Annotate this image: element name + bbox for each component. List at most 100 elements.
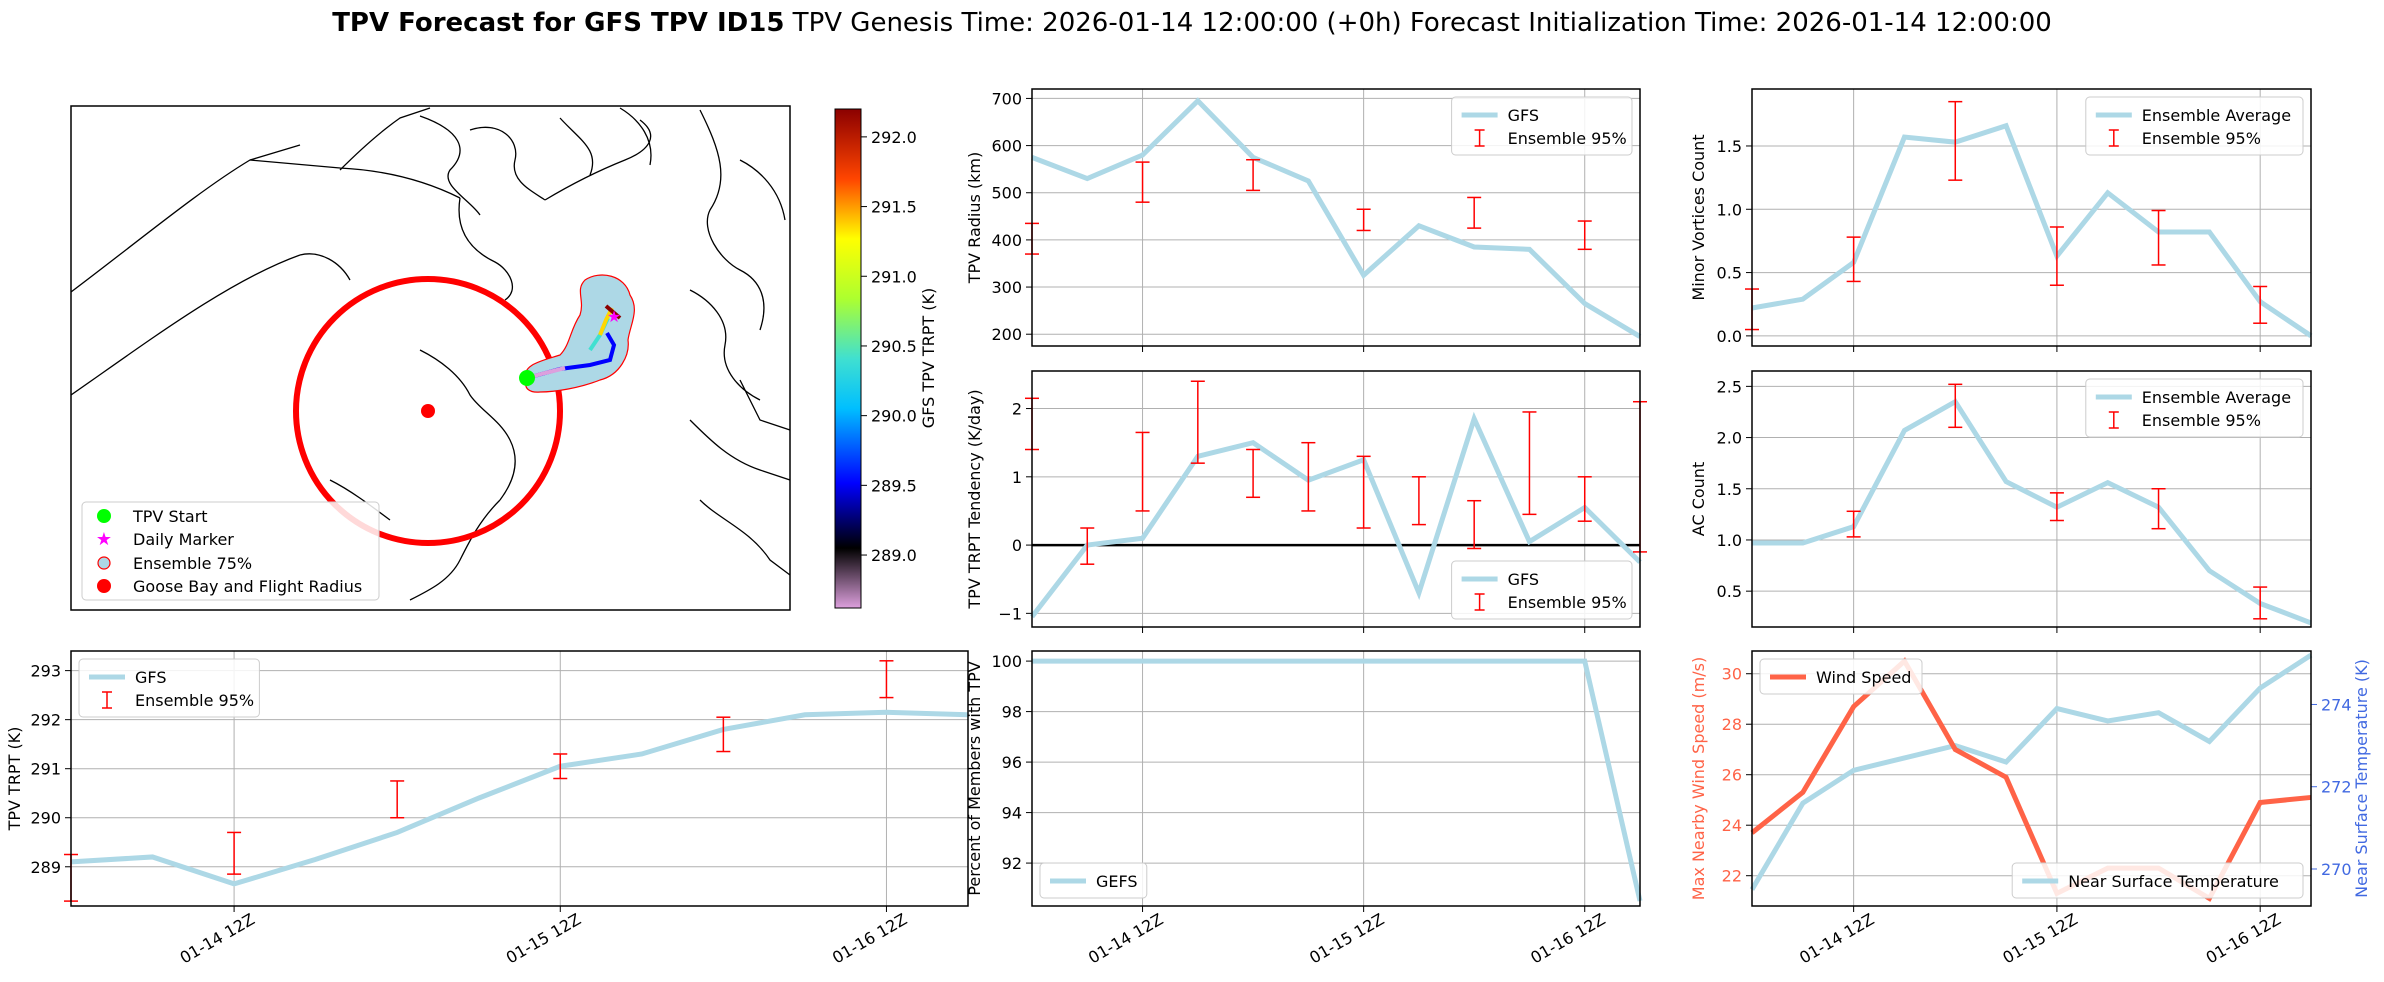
minor-ytick-label-3: 1.5 [1717,137,1742,156]
minor-legend-label-1: Ensemble 95% [2142,129,2261,148]
tendency-ylabel: TPV TRPT Tendency (K/day) [965,389,984,609]
map-panel: ★ TPV Start ★ Daily Marker Ensemble 75% … [70,105,938,611]
radius-series-line [1031,97,1642,339]
ac-series-line [1752,398,2312,626]
wind-ytick-label-2: 26 [1722,766,1742,785]
tendency-frame [1031,370,1641,628]
trpt-ylabel: TPV TRPT (K) [5,727,24,832]
figure-title: TPV Forecast for GFS TPV ID15 TPV Genesi… [332,8,2052,38]
temp-series-line [1749,653,2313,891]
colorbar-tick-label-3: 290.5 [871,337,917,356]
radius-ytick-label-4: 600 [991,137,1022,156]
chart-percent: 92 94 96 98 100 Percent of Members with TPV 01… [965,650,1643,968]
chart-wind: 22 24 26 28 30 Max Nearby Wind Speed (m/s) 270… [1689,650,2371,968]
wind-legend-2: Near Surface Temperature [2011,862,2304,899]
radius-ytick-label-0: 200 [991,325,1022,344]
minor-legend-label-0: Ensemble Average [2142,106,2291,125]
percent-legend-label-0: GEFS [1096,872,1138,891]
tendency-legend: GFS Ensemble 95% [1451,560,1633,620]
wind-legend-label-0: Near Surface Temperature [2068,872,2279,891]
trpt-legend-label-0: GFS [135,668,166,687]
y2-label: Near Surface Temperature (K) [2352,659,2371,898]
percent-legend: GEFS [1039,862,1148,899]
title-rest: TPV Genesis Time: 2026-01-14 12:00:00 (+… [784,8,2051,38]
tpv-start-marker [519,370,535,386]
coastlines [70,107,791,601]
percent-legend-box [1039,862,1148,899]
chart-radius: 200 300 400 500 600 700 TPV Radius (km) GFS Ense… [965,88,1642,352]
radius-ytick-label-3: 500 [991,184,1022,203]
tendency-ytick-label-3: 2 [1012,400,1022,419]
trpt-frame [70,650,969,907]
minor-legend-box [2085,96,2304,156]
radius-ytick-label-5: 700 [991,89,1022,108]
colorbar-label: GFS TPV TRPT (K) [919,288,938,428]
minor-series-line [1751,122,2313,338]
tendency-legend-label-0: GFS [1508,570,1539,589]
wind-xtick-label-2: 01-16 12Z [2203,910,2284,968]
radius-frame [1031,88,1641,347]
minor-frame [1751,88,2312,347]
trpt-legend: GFS Ensemble 95% [78,658,260,718]
wind-ytick-label-3: 28 [1722,715,1742,734]
tendency-legend-box [1451,560,1633,620]
flight-radius-circle [293,276,563,546]
daily-marker-icon: ★ [607,307,621,326]
wind-legend: Wind Speed [1759,658,1923,695]
legend-tpv-start: TPV Start [132,507,208,526]
legend-goose-bay: Goose Bay and Flight Radius [133,577,362,596]
legend-goose-bay-icon [97,579,111,593]
trpt-legend-label-1: Ensemble 95% [135,691,254,710]
percent-xtick-label-0: 01-14 12Z [1085,910,1166,968]
trpt-ytick-label-3: 292 [30,711,61,730]
trpt-ytick-label-2: 291 [30,760,61,779]
legend-ensemble-75: Ensemble 75% [133,554,252,573]
wind-ytick-label-4: 30 [1722,665,1742,684]
colorbar-tick-label-1: 291.5 [871,198,917,217]
wind-xtick-label-0: 01-14 12Z [1796,910,1877,968]
trpt-xtick-label-2: 01-16 12Z [829,910,910,968]
colorbar-tick-label-2: 291.0 [871,267,917,286]
minor-ytick-label-2: 1.0 [1717,200,1742,219]
ac-legend-label-0: Ensemble Average [2142,388,2291,407]
ac-ylabel: AC Count [1689,462,1708,536]
trpt-xtick-label-0: 01-14 12Z [177,910,258,968]
percent-xtick-label-2: 01-16 12Z [1527,910,1608,968]
wind-legend-box [1759,658,1923,695]
percent-ytick-label-1: 94 [1002,804,1022,823]
percent-xtick-label-1: 01-15 12Z [1306,910,1387,968]
ac-legend-label-1: Ensemble 95% [2142,411,2261,430]
minor-ylabel: Minor Vortices Count [1689,134,1708,300]
y2-tick-label-1: 272 [2321,778,2352,797]
radius-ytick-label-1: 300 [991,278,1022,297]
map-legend: TPV Start ★ Daily Marker Ensemble 75% Go… [81,501,380,601]
minor-ytick-label-0: 0.0 [1717,327,1742,346]
radius-legend-box [1451,96,1633,156]
ac-ytick-label-4: 2.5 [1717,377,1742,396]
legend-ensemble-icon [97,556,111,570]
legend-daily-marker: Daily Marker [133,530,234,549]
colorbar-tick-label-4: 290.0 [871,407,917,426]
trpt-ytick-label-4: 293 [30,662,61,681]
ac-legend: Ensemble Average Ensemble 95% [2085,378,2304,438]
trpt-legend-box [78,658,260,718]
wind-ytick-label-1: 24 [1722,816,1742,835]
wind-ytick-label-0: 22 [1722,867,1742,886]
ac-ytick-label-3: 2.0 [1717,429,1742,448]
radius-legend: GFS Ensemble 95% [1451,96,1633,156]
trpt-ytick-label-0: 289 [30,858,61,877]
percent-ytick-label-4: 100 [991,652,1022,671]
radius-legend-label-0: GFS [1508,106,1539,125]
percent-ylabel: Percent of Members with TPV [965,661,984,895]
wind-legend-label-0: Wind Speed [1816,668,1911,687]
wind-legend-box-2 [2011,862,2304,899]
tendency-legend-label-1: Ensemble 95% [1508,593,1627,612]
goose-bay-marker [421,404,435,418]
percent-ytick-label-0: 92 [1002,854,1022,873]
y2-tick-label-2: 274 [2321,695,2352,714]
percent-frame [1031,650,1641,907]
tendency-ytick-label-2: 1 [1012,468,1022,487]
tendency-ytick-label-1: 0 [1012,536,1022,555]
